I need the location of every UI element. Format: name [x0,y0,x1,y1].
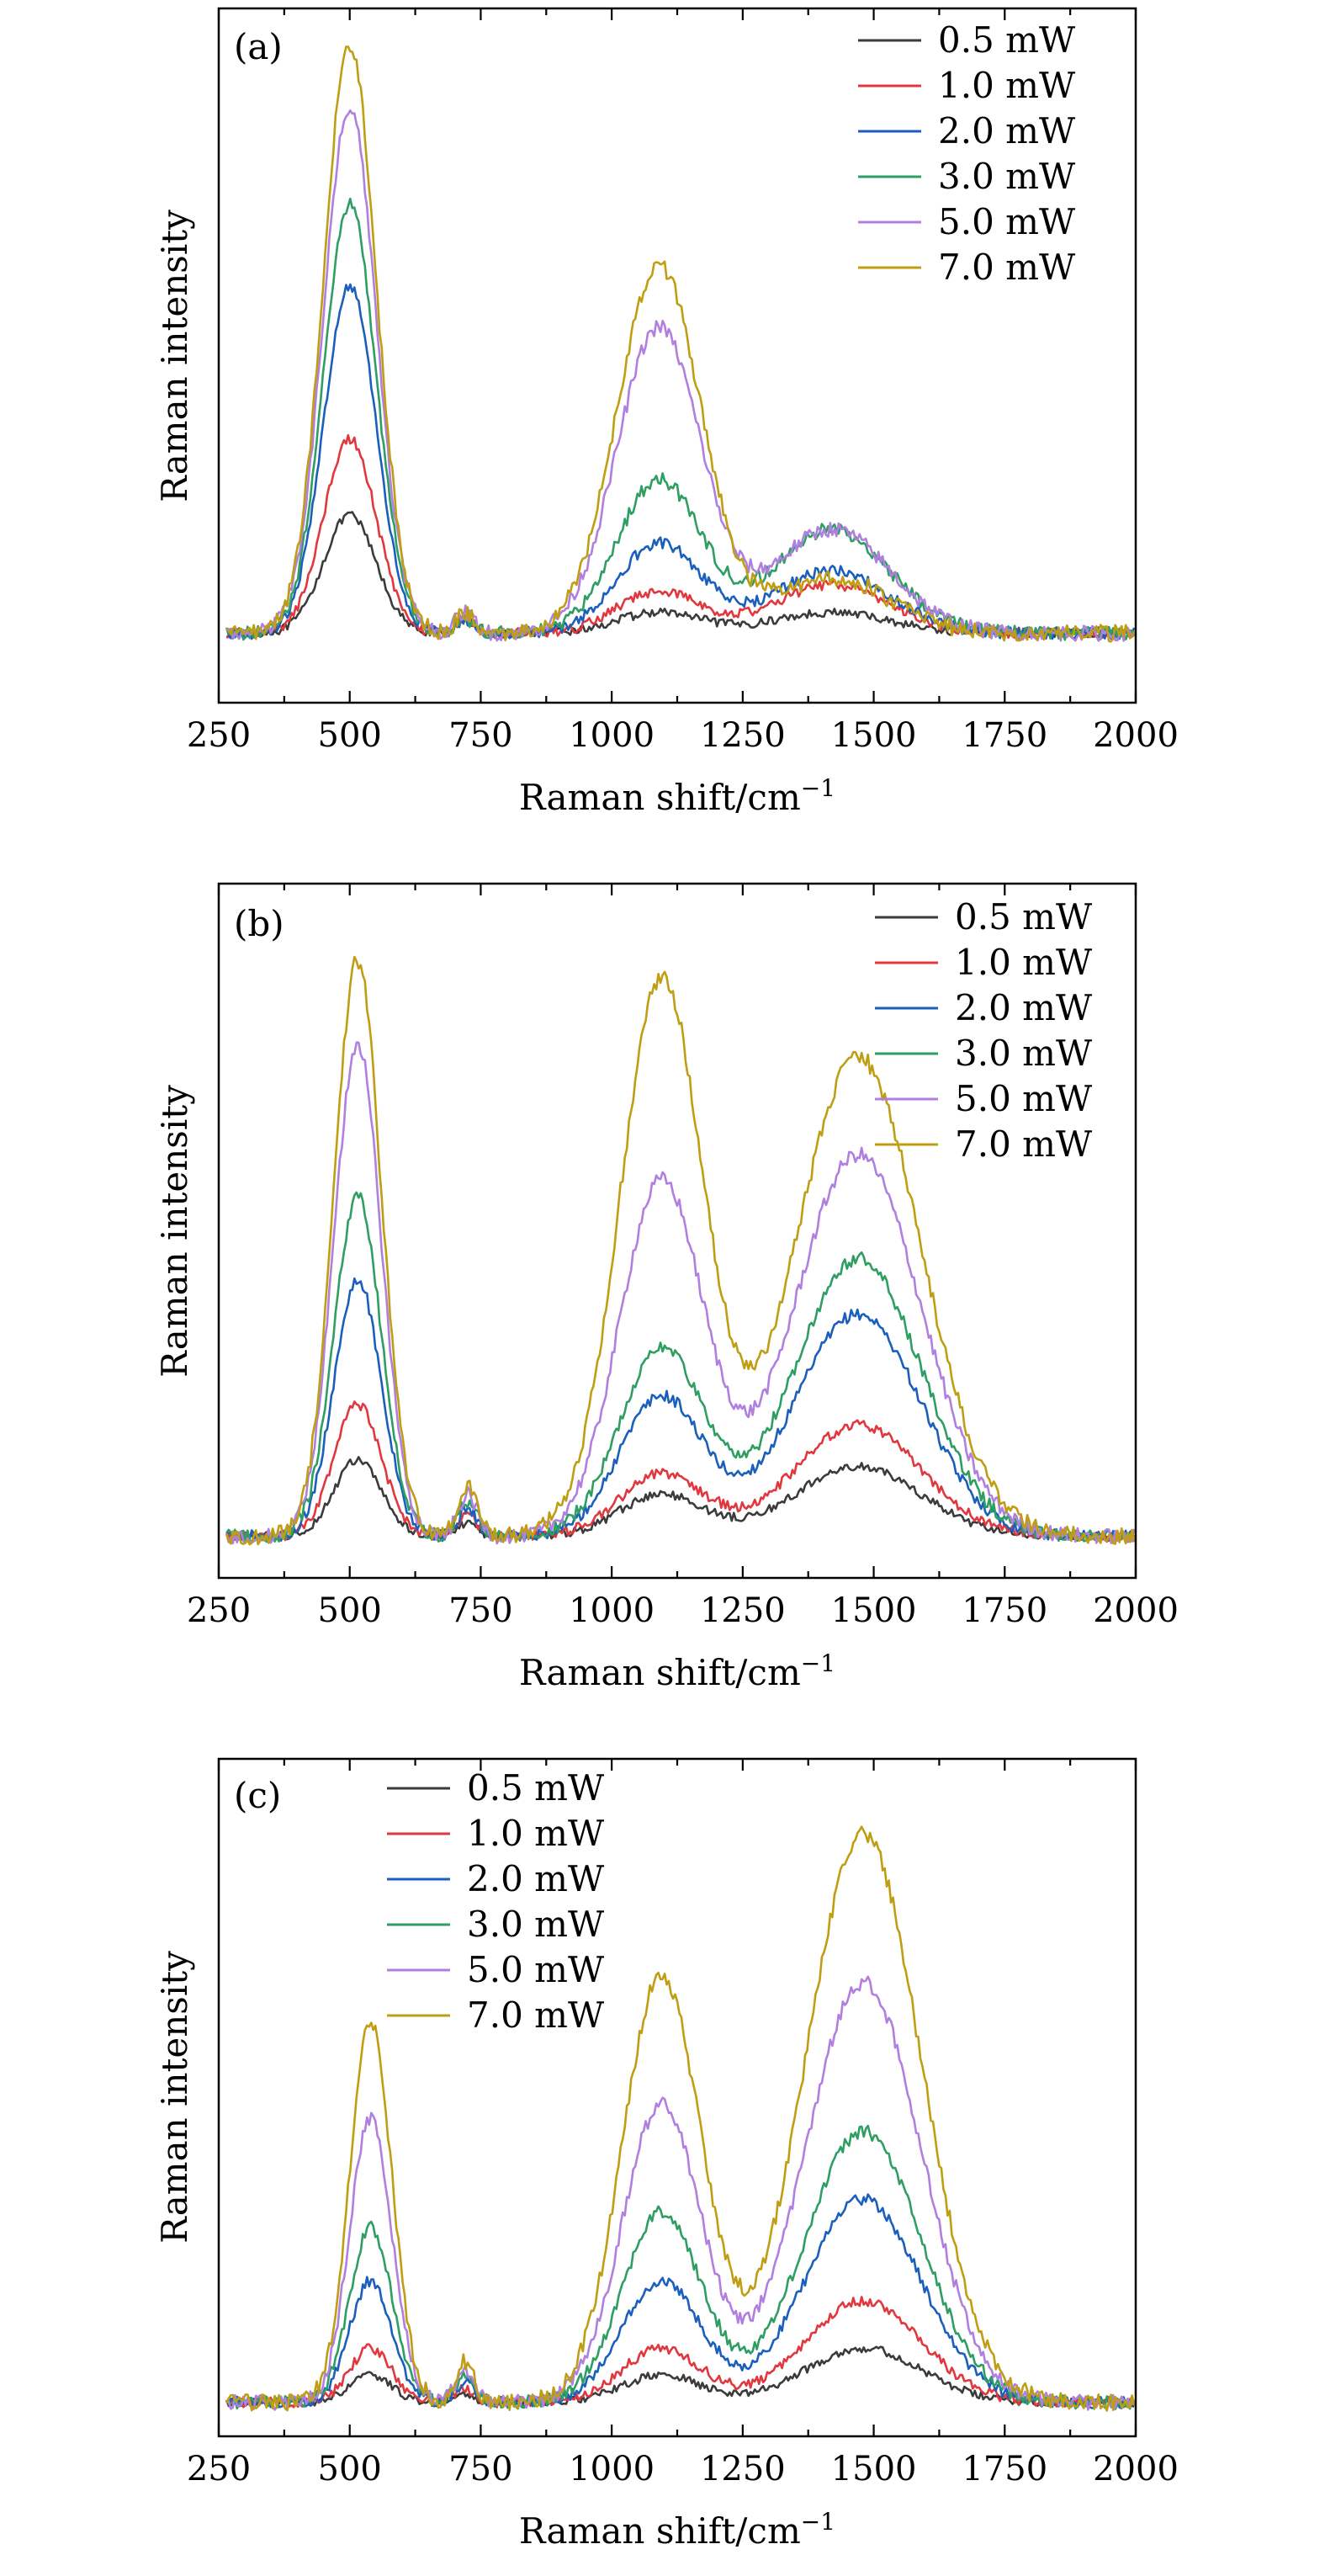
x-axis-label-exponent: −1 [801,774,835,802]
y-axis-label: Raman intensity [154,1085,195,1378]
series-line-7-0-mw [225,955,1136,1546]
series-line-3-0-mw [225,1191,1136,1544]
x-tick-label: 1500 [831,716,917,755]
legend-label: 2.0 mW [938,110,1076,151]
x-axis-label-text: Raman shift/cm [519,1652,801,1693]
series-line-0-5-mw [225,2345,1135,2408]
x-tick-label: 1000 [569,716,655,755]
x-axis-label-text: Raman shift/cm [519,777,801,818]
legend-label: 1.0 mW [938,65,1076,106]
series-line-2-0-mw [226,1277,1136,1543]
x-tick-label: 250 [187,716,251,755]
legend: 0.5 mW 1.0 mW2.0 mW 3.0 mW5.0 mW7.0 mW [875,896,1093,1165]
legend-label: 5.0 mW [955,1078,1093,1119]
legend: 0.5 mW1.0 mW2.0 mW 3.0 mW5.0 mW7.0 mW [387,1767,605,2036]
x-tick-label: 2000 [1093,716,1179,755]
x-axis-label-exponent: −1 [801,1649,835,1677]
x-tick-label: 1500 [831,2450,917,2488]
series-line-0-5-mw [226,511,1135,639]
legend-label: 2.0 mW [467,1858,605,1899]
series-line-7-0-mw [225,1825,1136,2412]
x-tick-label: 500 [318,1591,382,1630]
legend-label: 7.0 mW [955,1123,1093,1165]
x-tick-label: 1000 [569,1591,655,1630]
series-line-2-0-mw [225,2193,1136,2409]
legend-label: 2.0 mW [955,987,1093,1028]
x-axis-label-exponent: −1 [801,2508,835,2536]
x-tick-label: 1750 [962,2450,1047,2488]
panel-b: (b) Raman intensity Raman shift/cm−1 250… [154,882,1179,1693]
x-tick-label: 2000 [1093,2450,1179,2488]
series-line-7-0-mw [226,45,1136,643]
series-line-5-0-mw [225,1041,1136,1545]
x-tick-label: 750 [448,1591,512,1630]
y-axis-label: Raman intensity [154,1951,195,2244]
y-axis-label: Raman intensity [154,210,195,502]
x-tick-label: 1750 [962,1591,1047,1630]
plot-area: 250 500 750 1000 1250 1500 1750 2000 0.5 mW 1.0 m… [187,882,1179,1630]
series-line-1-0-mw [225,1400,1136,1543]
x-axis-label: Raman shift/cm−1 [519,774,835,818]
legend-label: 3.0 mW [955,1033,1093,1074]
legend-label: 3.0 mW [467,1904,605,1945]
x-tick-label: 250 [187,2450,251,2488]
series-line-5-0-mw [225,109,1135,642]
x-tick-label: 1250 [700,2450,786,2488]
series-line-3-0-mw [225,2124,1136,2410]
legend-label: 1.0 mW [467,1813,605,1854]
plot-area: 250 500 750 1000 1250 1500 1750 2000 0.5 mW1.0 m… [187,1757,1179,2488]
panel-label: (a) [234,26,283,67]
series-line-0-5-mw [225,1456,1135,1542]
panel-label: (b) [234,903,284,944]
legend-label: 3.0 mW [938,156,1076,197]
x-tick-label: 750 [448,2450,512,2488]
x-axis-label: Raman shift/cm−1 [519,2508,835,2552]
x-tick-label: 1250 [700,716,786,755]
panel-c: (c) Raman intensity Raman shift/cm−1 250… [154,1757,1179,2552]
legend-label: 5.0 mW [467,1949,605,1990]
x-tick-label: 750 [448,716,512,755]
series-line-1-0-mw [225,2296,1136,2409]
legend-label: 7.0 mW [467,1994,605,2036]
x-tick-label: 250 [187,1591,251,1630]
legend-label: 1.0 mW [955,942,1093,983]
legend-label: 5.0 mW [938,201,1076,242]
panel-label: (c) [234,1775,281,1816]
plot-area: 250 500 750 1000 1250 1500 1750 2000 0.5 mW1.0 m… [187,7,1179,755]
x-tick-label: 1500 [831,1591,917,1630]
x-tick-label: 1000 [569,2450,655,2488]
series-line-1-0-mw [225,433,1136,640]
x-axis-label-text: Raman shift/cm [519,2510,801,2552]
x-tick-label: 500 [318,2450,382,2488]
x-tick-label: 500 [318,716,382,755]
legend-label: 0.5 mW [955,896,1093,937]
series-line-5-0-mw [225,1975,1136,2411]
x-tick-label: 2000 [1093,1591,1179,1630]
x-tick-label: 1250 [700,1591,786,1630]
legend: 0.5 mW1.0 mW2.0 mW 3.0 mW5.0 mW 7.0 mW [858,19,1076,288]
legend-label: 0.5 mW [938,19,1076,61]
x-axis-label: Raman shift/cm−1 [519,1649,835,1693]
x-tick-label: 1750 [962,716,1047,755]
legend-label: 7.0 mW [938,247,1076,288]
legend-label: 0.5 mW [467,1767,605,1809]
panel-a: (a) Raman intensity Raman shift/cm−1 250… [154,7,1179,818]
